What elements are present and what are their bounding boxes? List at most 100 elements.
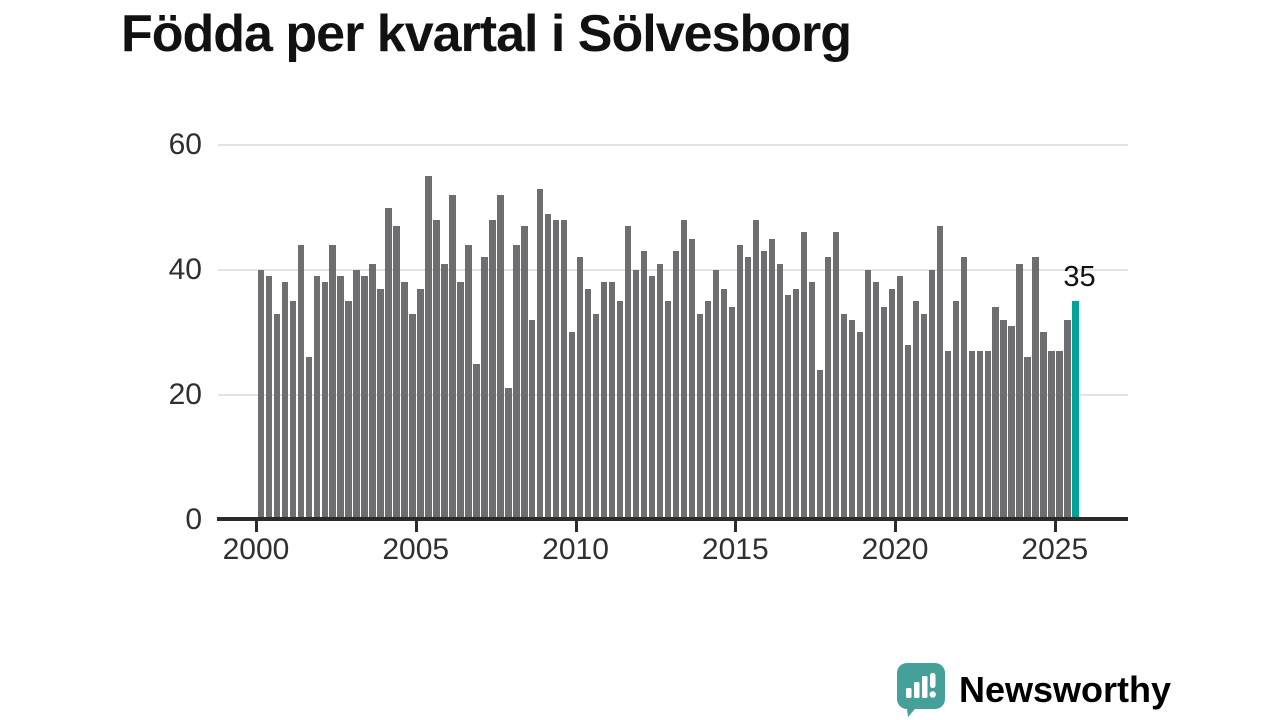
- bar: [545, 213, 552, 520]
- bar: [1056, 351, 1063, 520]
- bar: [497, 195, 504, 520]
- bar: [848, 319, 855, 520]
- y-axis-tick-label: 20: [168, 377, 202, 411]
- y-axis-tick-label: 40: [168, 252, 202, 286]
- bar: [1024, 357, 1031, 520]
- bar: [664, 301, 672, 520]
- bar: [760, 251, 768, 520]
- bar: [1000, 319, 1007, 520]
- bar: [449, 195, 456, 520]
- bar: [361, 276, 368, 520]
- bar: [617, 301, 624, 520]
- bar: [553, 219, 560, 520]
- bar: [896, 276, 903, 520]
- bar: [273, 313, 280, 520]
- bar: [728, 307, 736, 520]
- bar: [968, 351, 975, 520]
- bar: [313, 276, 320, 520]
- bar: [680, 219, 688, 520]
- bar: [593, 313, 600, 520]
- bar: [744, 257, 752, 520]
- bar: [257, 269, 264, 520]
- bar: [521, 226, 528, 520]
- bar: [473, 363, 480, 520]
- y-axis-tick-label: 60: [168, 128, 202, 162]
- bar: [784, 294, 792, 520]
- bar: [944, 351, 951, 520]
- bar: [704, 301, 712, 520]
- bar: [385, 207, 392, 520]
- bar: [872, 282, 879, 520]
- bar: [1048, 351, 1055, 520]
- bar: [281, 282, 288, 520]
- bar: [1064, 319, 1071, 520]
- bar: [1008, 326, 1015, 520]
- bar: [569, 332, 576, 520]
- newsworthy-logo: Newsworthy: [897, 663, 1171, 717]
- x-axis-tick: [734, 521, 738, 532]
- highlighted-bar: [1072, 301, 1079, 520]
- bar: [912, 301, 919, 520]
- bar: [537, 188, 544, 520]
- x-axis-tick: [255, 521, 258, 532]
- bar: [904, 344, 911, 520]
- x-axis-tick: [414, 521, 418, 532]
- bar: [657, 263, 664, 520]
- bar: [792, 288, 800, 520]
- y-axis-tick-label: 0: [185, 502, 202, 536]
- bar: [441, 263, 448, 520]
- bar: [345, 301, 352, 520]
- bar: [513, 244, 520, 520]
- bar: [305, 357, 312, 520]
- bar: [1016, 263, 1023, 520]
- bar: [369, 263, 376, 520]
- bar: [808, 282, 816, 520]
- bar: [489, 219, 496, 520]
- bar-chart-speech-bubble-icon: [897, 663, 945, 717]
- logo-wordmark: Newsworthy: [959, 669, 1172, 710]
- bar: [1040, 332, 1047, 520]
- bar: [465, 244, 472, 520]
- bar: [353, 269, 360, 520]
- bar: [417, 288, 424, 520]
- bar: [265, 276, 272, 520]
- bar: [625, 226, 632, 520]
- bar: [505, 388, 512, 520]
- bar: [776, 263, 784, 520]
- bar: [633, 269, 640, 520]
- bar: [752, 219, 760, 520]
- bar: [401, 282, 408, 520]
- bar: [481, 257, 488, 520]
- bar: [433, 219, 440, 520]
- bar: [529, 319, 536, 520]
- x-axis-tick-label: 2000: [222, 533, 290, 566]
- bar: [649, 276, 656, 520]
- bar: [976, 351, 983, 520]
- bar: [696, 313, 704, 520]
- gridline: [218, 144, 1128, 147]
- bar: [864, 269, 871, 520]
- bar: [928, 269, 935, 520]
- x-axis-line: [217, 517, 1128, 521]
- bar: [641, 251, 648, 520]
- bar: [960, 257, 967, 520]
- bar: [321, 282, 328, 520]
- bar: [720, 288, 728, 520]
- bar: [856, 332, 863, 520]
- bar: [688, 238, 696, 520]
- x-axis-tick: [574, 521, 578, 532]
- bar: [880, 307, 887, 520]
- x-axis-tick: [894, 521, 898, 532]
- bar: [736, 244, 744, 520]
- bar: [816, 369, 824, 520]
- bar: [992, 307, 999, 520]
- bar: [585, 288, 592, 520]
- bar: [888, 288, 895, 520]
- bar: [920, 313, 927, 520]
- bar: [425, 176, 432, 520]
- bar: [1032, 257, 1039, 520]
- bar: [952, 301, 959, 520]
- bar: [824, 257, 832, 520]
- x-axis-tick-label: 2020: [861, 533, 929, 566]
